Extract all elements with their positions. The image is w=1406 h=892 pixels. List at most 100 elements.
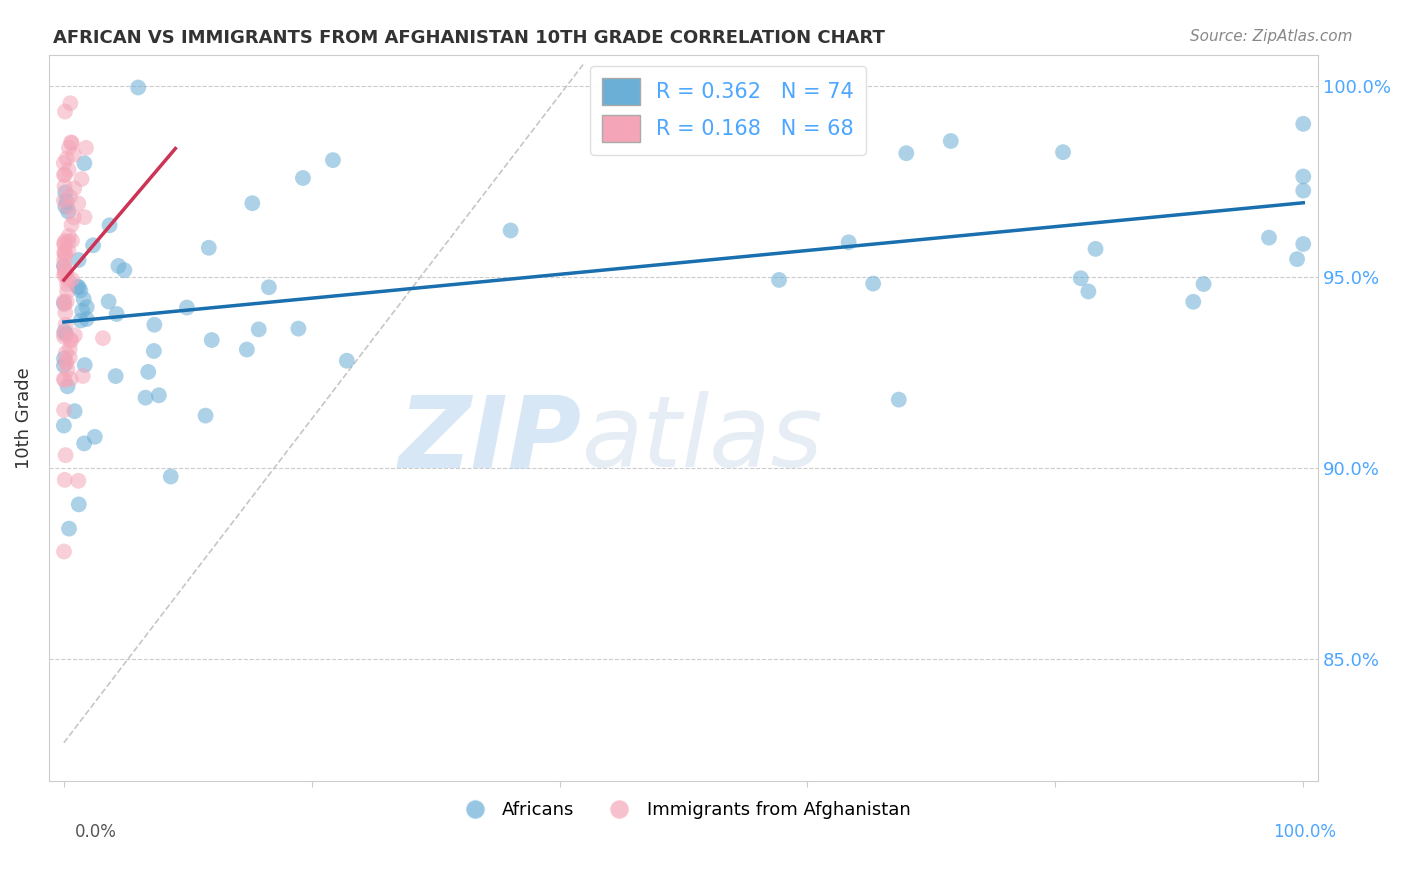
Point: [67, 474, 90, 488]
Point: [53, 262, 76, 277]
Text: 0.0%: 0.0%: [75, 822, 117, 840]
Point: [67, 280, 90, 294]
Text: ZIP: ZIP: [399, 392, 582, 488]
Point: [53, 244, 76, 259]
Point: [53, 186, 76, 200]
Point: [52, 326, 75, 341]
Point: [53, 253, 76, 268]
Point: [76, 312, 98, 326]
Point: [201, 333, 224, 347]
Point: [136, 365, 159, 379]
Point: [52, 359, 75, 373]
Point: [59, 189, 82, 203]
Point: [59, 351, 82, 365]
Point: [322, 153, 344, 167]
Point: [56, 200, 79, 214]
Point: [55, 294, 77, 309]
Point: [67, 196, 90, 211]
Point: [60, 218, 83, 232]
Point: [55, 354, 77, 368]
Point: [127, 80, 149, 95]
Point: [55, 318, 77, 332]
Point: [56, 152, 79, 166]
Point: [83, 430, 105, 444]
Point: [53, 179, 76, 194]
Y-axis label: 10th Grade: 10th Grade: [15, 368, 32, 469]
Point: [56, 277, 79, 292]
Point: [58, 204, 80, 219]
Point: [52, 259, 75, 273]
Point: [55, 266, 77, 280]
Point: [55, 448, 77, 462]
Point: [59, 372, 82, 386]
Point: [58, 244, 80, 258]
Point: [53, 473, 76, 487]
Point: [60, 136, 83, 150]
Point: [75, 141, 97, 155]
Point: [291, 171, 314, 186]
Point: [60, 136, 83, 150]
Point: [53, 236, 76, 251]
Point: [105, 307, 128, 321]
Point: [53, 544, 76, 558]
Legend: Africans, Immigrants from Afghanistan: Africans, Immigrants from Afghanistan: [450, 794, 918, 826]
Point: [939, 134, 962, 148]
Point: [59, 96, 82, 111]
Point: [72, 368, 94, 383]
Point: [69, 313, 91, 327]
Point: [60, 234, 83, 248]
Point: [53, 268, 76, 283]
Point: [53, 234, 76, 248]
Point: [67, 497, 90, 511]
Point: [97, 294, 120, 309]
Point: [53, 403, 76, 417]
Point: [52, 194, 75, 208]
Point: [73, 292, 96, 306]
Point: [56, 272, 79, 286]
Point: [240, 196, 263, 211]
Point: [58, 235, 80, 249]
Point: [59, 333, 82, 347]
Point: [53, 104, 76, 119]
Point: [73, 156, 96, 170]
Point: [56, 285, 79, 299]
Point: [1286, 252, 1309, 266]
Point: [53, 330, 76, 344]
Point: [60, 272, 83, 286]
Text: 100.0%: 100.0%: [1274, 822, 1336, 840]
Point: [768, 273, 790, 287]
Point: [107, 259, 129, 273]
Point: [53, 351, 76, 366]
Point: [70, 172, 93, 186]
Point: [70, 303, 93, 318]
Point: [52, 294, 75, 309]
Point: [198, 241, 221, 255]
Point: [1077, 285, 1099, 299]
Point: [336, 353, 359, 368]
Point: [148, 388, 170, 402]
Point: [1070, 271, 1092, 285]
Point: [52, 372, 75, 386]
Point: [76, 300, 98, 314]
Point: [53, 297, 76, 311]
Point: [53, 373, 76, 387]
Point: [66, 279, 89, 293]
Point: [56, 379, 79, 393]
Point: [1292, 184, 1315, 198]
Point: [55, 356, 77, 370]
Point: [1292, 117, 1315, 131]
Text: AFRICAN VS IMMIGRANTS FROM AFGHANISTAN 10TH GRADE CORRELATION CHART: AFRICAN VS IMMIGRANTS FROM AFGHANISTAN 1…: [53, 29, 886, 46]
Point: [112, 263, 135, 277]
Point: [52, 168, 75, 182]
Point: [53, 248, 76, 262]
Point: [53, 199, 76, 213]
Point: [257, 280, 280, 294]
Point: [53, 305, 76, 319]
Point: [60, 334, 83, 348]
Point: [53, 246, 76, 260]
Point: [838, 235, 860, 250]
Point: [73, 210, 96, 224]
Point: [53, 267, 76, 281]
Point: [142, 343, 165, 358]
Point: [1192, 277, 1215, 291]
